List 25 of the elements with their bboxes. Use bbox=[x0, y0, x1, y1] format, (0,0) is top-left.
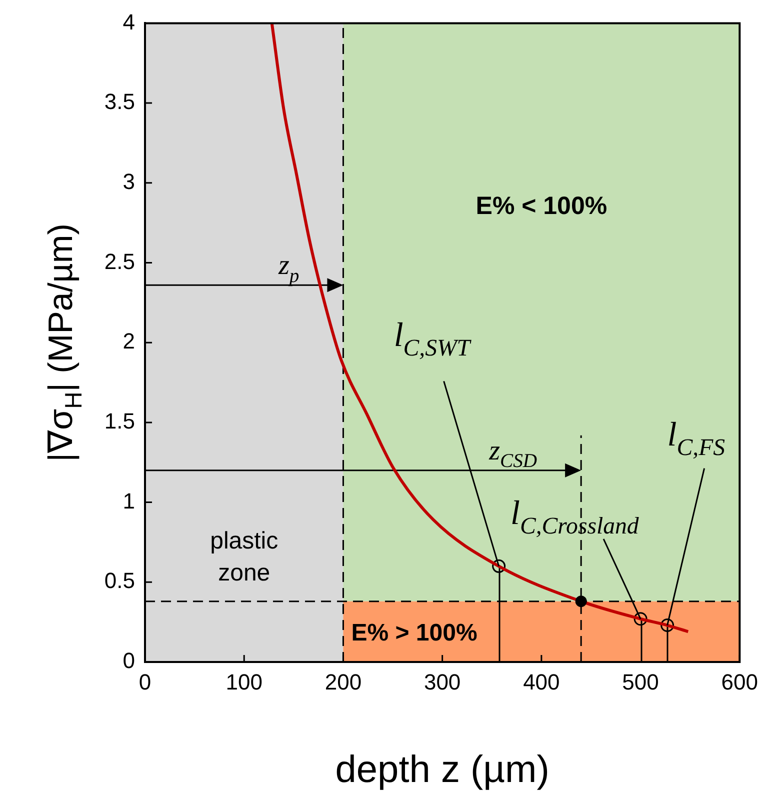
y-tick-label: 2.5 bbox=[104, 248, 135, 274]
y-tick-label: 2 bbox=[122, 328, 135, 354]
band-label: E% < 100% bbox=[476, 192, 608, 220]
y-tick-label: 0 bbox=[122, 648, 135, 674]
band-label: plastic zone bbox=[210, 528, 278, 587]
point bbox=[575, 596, 587, 608]
x-tick-label: 0 bbox=[138, 669, 152, 694]
band-label: E% > 100% bbox=[351, 620, 478, 647]
y-tick-label: 3 bbox=[122, 168, 135, 194]
x-tick-label: 100 bbox=[226, 669, 262, 694]
y-tick-label: 1 bbox=[122, 488, 135, 514]
x-tick-label: 300 bbox=[424, 669, 461, 694]
x-tick-label: 200 bbox=[324, 669, 362, 694]
x-tick-label: 400 bbox=[523, 669, 560, 694]
point bbox=[660, 618, 674, 632]
point bbox=[492, 559, 506, 573]
y-tick-label: 0.5 bbox=[104, 568, 135, 594]
point bbox=[634, 612, 648, 626]
y-axis-title: |∇σH| (MPa/µm) bbox=[42, 223, 88, 462]
x-tick-label: 600 bbox=[721, 669, 758, 694]
x-tick-label: 500 bbox=[622, 669, 659, 694]
x-axis-title: depth z (µm) bbox=[335, 749, 550, 791]
y-tick-label: 3.5 bbox=[104, 89, 135, 114]
y-tick-label: 1.5 bbox=[104, 408, 135, 434]
y-tick-label: 4 bbox=[122, 9, 135, 34]
